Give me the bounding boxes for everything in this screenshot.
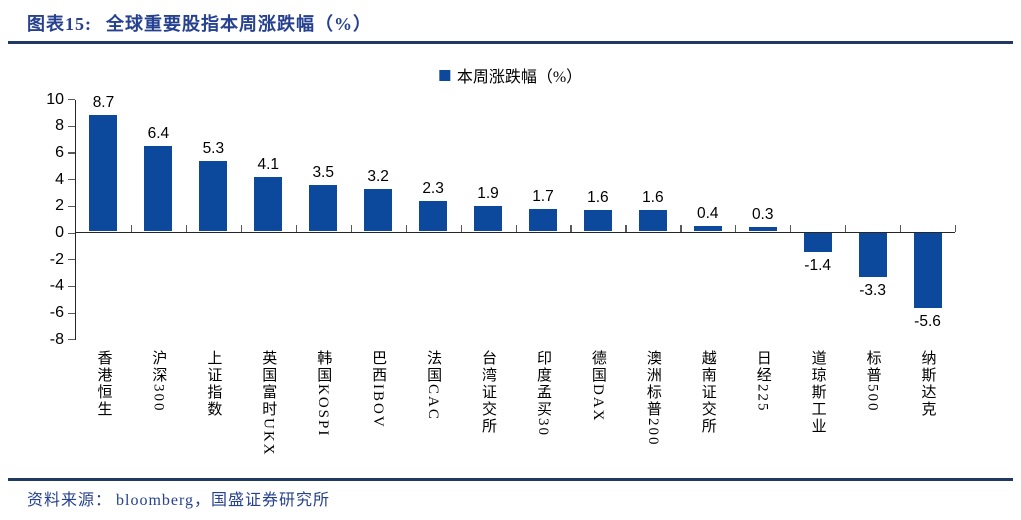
x-axis-category-label: 标普500: [864, 350, 881, 413]
bar: [528, 208, 557, 232]
y-axis-tick: [68, 312, 75, 314]
bar-value-label: -5.6: [914, 312, 941, 330]
bar: [199, 160, 228, 232]
bar: [474, 206, 503, 232]
bar-value-label: 1.6: [642, 189, 664, 207]
bar-value-label: 1.7: [532, 187, 554, 205]
x-axis-tick: [130, 224, 133, 232]
y-axis-tick: [68, 205, 75, 207]
x-axis-tick: [845, 224, 847, 232]
x-axis-line: [76, 231, 955, 233]
y-axis-tick-label: 0: [55, 224, 64, 241]
bar: [144, 146, 173, 232]
bar-value-label: 4.1: [257, 155, 280, 173]
header-divider: [8, 41, 1013, 44]
footer-divider: [8, 478, 1013, 481]
y-axis-tick-label: 8: [55, 117, 64, 135]
x-axis-tick: [570, 224, 572, 232]
y-axis-tick-label: -2: [49, 250, 64, 268]
x-axis-category-label: 日经225: [754, 350, 771, 413]
x-axis-tick: [460, 224, 462, 232]
x-axis-tick: [625, 224, 627, 232]
bar: [748, 227, 777, 232]
x-axis-category-label: 法国CAC: [425, 350, 442, 421]
x-axis-category-label: 澳洲标普200: [644, 350, 661, 447]
bar: [638, 210, 667, 232]
bar: [913, 233, 942, 308]
x-axis-category-label: 台湾证交所: [480, 350, 497, 435]
bar-value-label: 2.3: [422, 179, 444, 197]
x-axis-tick: [295, 224, 297, 232]
x-axis-category-label: 纳斯达克: [919, 350, 936, 418]
x-axis-category-label: 巴西IBOV: [370, 350, 387, 429]
bar-value-label: 1.6: [587, 189, 609, 207]
y-axis-tick-label: 10: [46, 90, 64, 108]
x-axis-category-label: 英国富时UKX: [260, 350, 277, 457]
source-label: 资料来源：: [27, 492, 113, 509]
y-axis-tick: [68, 125, 75, 127]
y-axis-tick-label: -8: [49, 330, 64, 348]
y-axis-tick: [68, 232, 75, 234]
bar: [309, 184, 338, 232]
x-axis-tick: [735, 224, 737, 232]
y-axis-tick: [68, 179, 75, 181]
y-axis-tick: [68, 99, 75, 101]
y-axis-tick: [68, 259, 75, 261]
x-axis-category-label: 韩国KOSPI: [315, 350, 332, 438]
x-axis-category-label: 印度孟买30: [534, 350, 551, 437]
x-axis-tick: [955, 224, 957, 232]
source-text: bloomberg，国盛证券研究所: [116, 492, 331, 509]
bar-value-label: 8.7: [92, 94, 115, 112]
bar-value-label: 6.4: [147, 125, 170, 143]
y-axis-tick-label: 4: [55, 170, 64, 188]
x-axis-tick: [350, 224, 352, 232]
y-axis-tick: [68, 339, 75, 341]
x-axis-category-label: 越南证交所: [699, 350, 716, 435]
figure-header: 图表15: 全球重要股指本周涨跌幅（%）: [27, 10, 372, 36]
x-axis-tick: [515, 224, 517, 232]
x-axis-category-label: 香港恒生: [95, 350, 112, 418]
x-axis-tick: [680, 224, 682, 232]
legend-label: 本周涨跌幅（%）: [456, 69, 583, 86]
bar-value-label: 1.9: [477, 185, 499, 203]
x-axis-category-label: 沪深300: [150, 350, 167, 413]
y-axis-tick: [68, 152, 75, 154]
y-axis-tick-label: -4: [49, 277, 64, 295]
x-axis-category-label: 上证指数: [205, 350, 222, 418]
y-axis-tick-label: 6: [55, 143, 64, 161]
figure-title: 全球重要股指本周涨跌幅（%）: [106, 14, 372, 34]
x-axis-category-label: 德国DAX: [589, 350, 606, 423]
x-axis-tick: [240, 224, 242, 232]
bar-value-label: 5.3: [202, 139, 225, 157]
y-axis-line: [74, 99, 76, 340]
x-axis-tick: [790, 224, 792, 232]
source-note: 资料来源： bloomberg，国盛证券研究所: [27, 486, 330, 510]
bar: [803, 233, 832, 252]
x-axis-category-label: 道琼斯工业: [809, 350, 826, 435]
bar-value-label: 0.3: [751, 206, 774, 224]
figure-number: 图表15:: [27, 14, 92, 34]
bar: [364, 188, 393, 232]
bar-value-label: -3.3: [859, 282, 886, 300]
bar: [89, 115, 118, 232]
bar-value-label: 3.5: [312, 163, 334, 181]
bar-value-label: 0.4: [697, 205, 719, 223]
x-axis-tick: [185, 224, 188, 232]
bar: [858, 233, 887, 278]
bar: [583, 210, 612, 232]
y-axis-tick: [68, 285, 75, 288]
bar-value-label: 3.2: [367, 167, 389, 185]
x-axis-tick: [900, 224, 902, 232]
y-axis-tick-label: -6: [49, 304, 64, 322]
legend-swatch-icon: [438, 69, 450, 81]
bar-value-label: -1.4: [804, 256, 832, 274]
bar: [419, 200, 448, 232]
y-axis-tick-label: 2: [55, 197, 64, 215]
bar: [693, 226, 722, 232]
x-axis-tick: [405, 224, 407, 232]
legend: 本周涨跌幅（%）: [438, 63, 583, 87]
bar: [254, 176, 283, 232]
